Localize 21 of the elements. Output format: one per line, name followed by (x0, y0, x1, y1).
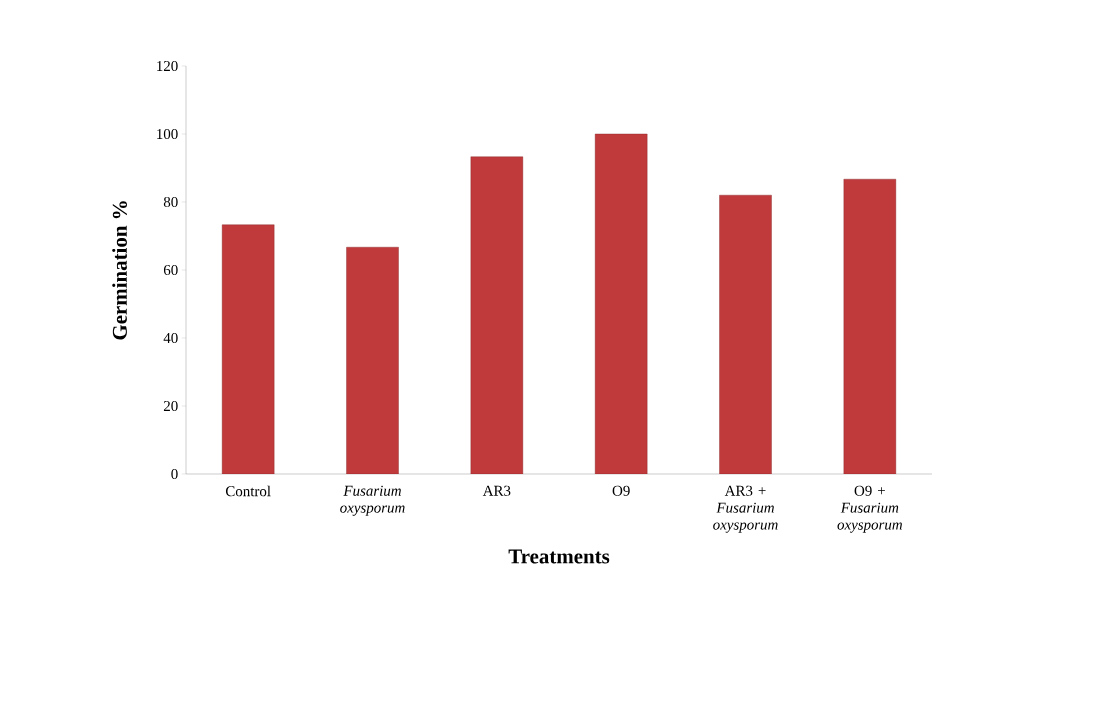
x-tick-label: O9 (612, 485, 630, 496)
y-tick-label: 100 (157, 128, 178, 140)
x-tick-label: O9 + Fusarium oxysporum (837, 485, 902, 533)
y-axis-title: Germination % (112, 201, 127, 340)
bar (594, 133, 648, 474)
bar (346, 247, 399, 474)
bar (470, 156, 524, 474)
x-axis-title: Treatments (508, 549, 610, 564)
bar (719, 194, 772, 474)
bar (221, 224, 275, 474)
x-tick-label: AR3 + Fusarium oxysporum (713, 485, 778, 533)
y-tick-label: 120 (157, 60, 178, 72)
x-tick-label: AR3 (482, 485, 511, 496)
x-tick-label: Fusarium oxysporum (340, 485, 405, 516)
y-tick-label: 0 (171, 468, 178, 480)
y-tick-label: 20 (163, 400, 178, 412)
bar (843, 179, 897, 474)
y-tick-label: 80 (163, 196, 178, 208)
y-tick-label: 60 (163, 264, 178, 276)
y-tick-label: 40 (163, 332, 178, 344)
x-tick-label: Control (225, 485, 271, 497)
